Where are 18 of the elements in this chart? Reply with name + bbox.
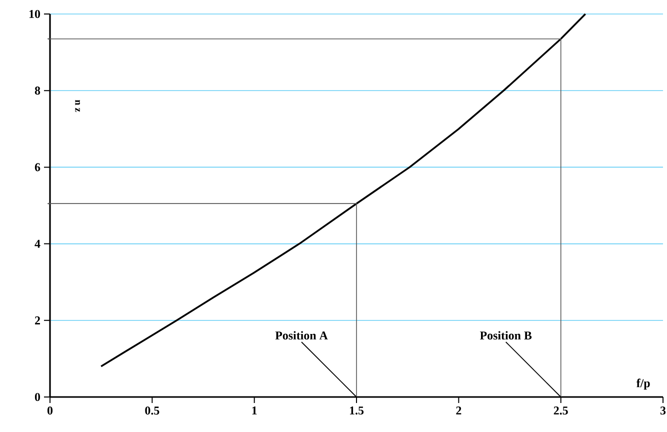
x-tick-label: 0.5 bbox=[145, 406, 160, 415]
line-series bbox=[100, 13, 586, 368]
y-tick-label: 10 bbox=[29, 10, 40, 18]
x-tick-label: 2.5 bbox=[554, 406, 568, 415]
y-axis-title: n z bbox=[75, 100, 80, 112]
annotation: Position A bbox=[275, 331, 328, 340]
x-tick-label: 3 bbox=[660, 406, 666, 415]
x-tick-label: 1 bbox=[252, 406, 257, 414]
y-tick-label: 2 bbox=[35, 316, 40, 324]
y-tick-label: 4 bbox=[34, 240, 40, 248]
y-tick-label: 8 bbox=[34, 86, 40, 95]
y-tick-label: 6 bbox=[34, 163, 40, 172]
annotation: Position B bbox=[480, 331, 532, 340]
y-tick-label: 0 bbox=[34, 392, 40, 402]
x-tick-label: 2 bbox=[456, 406, 462, 414]
x-tick-label: 0 bbox=[47, 406, 53, 415]
x-tick-label: 1.5 bbox=[350, 406, 364, 415]
x-axis-title: f/p bbox=[636, 378, 650, 390]
